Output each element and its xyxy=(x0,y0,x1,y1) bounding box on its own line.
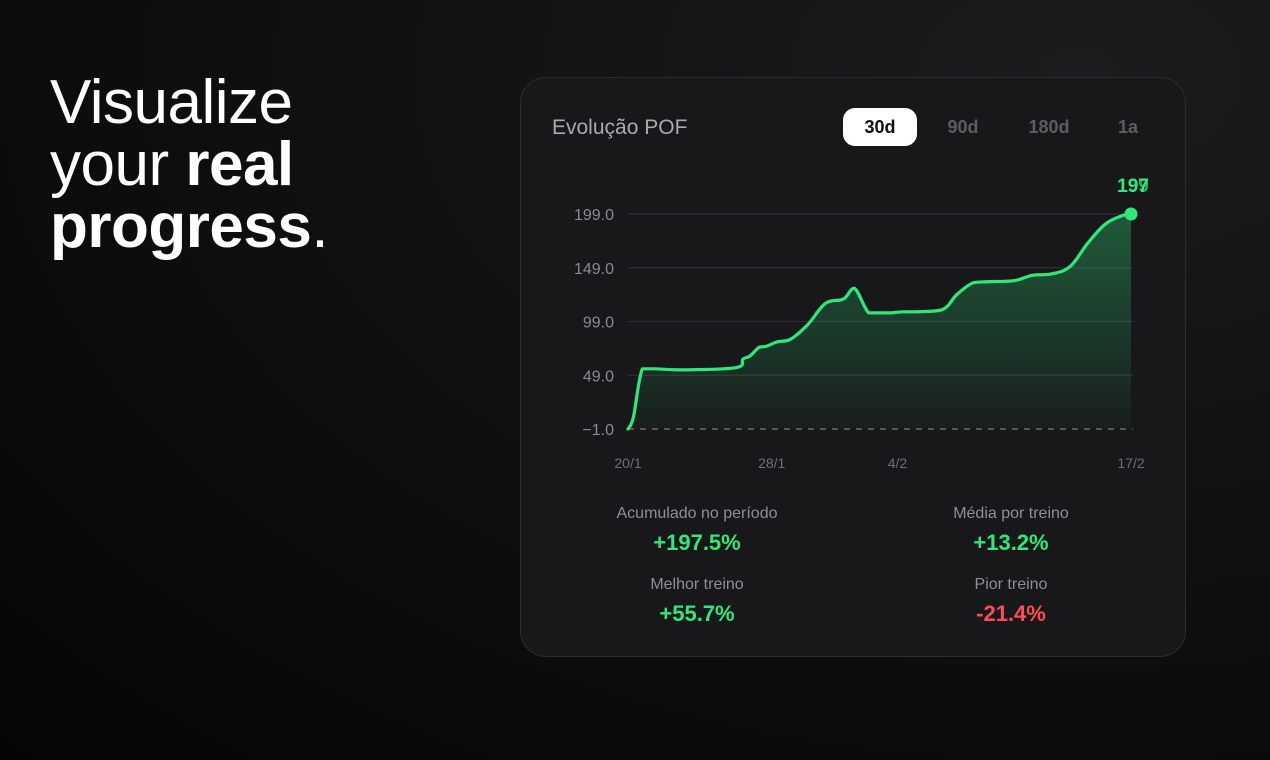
x-tick-label: 20/1 xyxy=(614,455,641,471)
hero-headline: Visualize your real progress. xyxy=(50,68,329,258)
hero-line-3: progress. xyxy=(50,196,329,258)
y-tick-label: 149.0 xyxy=(574,261,614,278)
pof-chart: 199.0 149.0 99.0 49.0 −1.0 20/1 28/1 4/2 17/2 1… xyxy=(574,176,1149,471)
stat-best-workout: Melhor treino +55.7% xyxy=(577,576,817,627)
series-area xyxy=(628,214,1131,429)
y-axis-ticks: 199.0 149.0 99.0 49.0 −1.0 xyxy=(574,207,614,439)
y-tick-label: 199.0 xyxy=(574,207,614,224)
card-title: Evolução POF xyxy=(552,116,688,139)
hero-line-1: Visualize xyxy=(50,68,293,137)
y-tick-label: 99.0 xyxy=(583,315,614,332)
stat-label: Pior treino xyxy=(974,576,1048,593)
last-point-marker xyxy=(1124,207,1138,221)
x-tick-label: 4/2 xyxy=(888,455,908,471)
stat-value: +55.7% xyxy=(659,601,735,626)
hero-line-2-prefix: your xyxy=(50,130,186,199)
y-tick-label: −1.0 xyxy=(582,422,614,439)
tab-30d[interactable]: 30d xyxy=(843,108,917,146)
hero-line-3-suffix: . xyxy=(311,192,329,261)
tab-1a[interactable]: 1a xyxy=(1117,117,1139,137)
stat-label: Média por treino xyxy=(953,505,1069,522)
y-tick-label: 49.0 xyxy=(583,368,614,385)
tab-90d[interactable]: 90d xyxy=(947,117,979,137)
pof-evolution-card: Evolução POF 30d 90d 180d 1a 199.0 149.0 9… xyxy=(520,77,1186,657)
stat-value: -21.4% xyxy=(976,601,1046,626)
stat-value: +197.5% xyxy=(653,530,741,555)
hero-line-2: your real xyxy=(50,134,328,196)
series-line xyxy=(626,212,1133,431)
hero-line-2-bold: real xyxy=(185,130,294,199)
x-tick-label: 28/1 xyxy=(758,455,785,471)
x-axis-ticks: 20/1 28/1 4/2 17/2 xyxy=(614,455,1144,471)
stat-label: Acumulado no período xyxy=(616,505,778,522)
last-value-overlap-label: 199 xyxy=(1117,176,1149,197)
stat-accumulated: Acumulado no período +197.5% xyxy=(577,505,817,556)
stat-worst-workout: Pior treino -21.4% xyxy=(891,576,1131,627)
x-tick-label: 17/2 xyxy=(1117,455,1144,471)
hero-line-3-bold: progress xyxy=(50,192,312,261)
stat-average-per-workout: Média por treino +13.2% xyxy=(891,505,1131,556)
tab-180d[interactable]: 180d xyxy=(1028,117,1070,137)
last-value-label: 197 xyxy=(1117,176,1149,197)
stat-value: +13.2% xyxy=(973,530,1049,555)
stat-label: Melhor treino xyxy=(650,576,744,593)
